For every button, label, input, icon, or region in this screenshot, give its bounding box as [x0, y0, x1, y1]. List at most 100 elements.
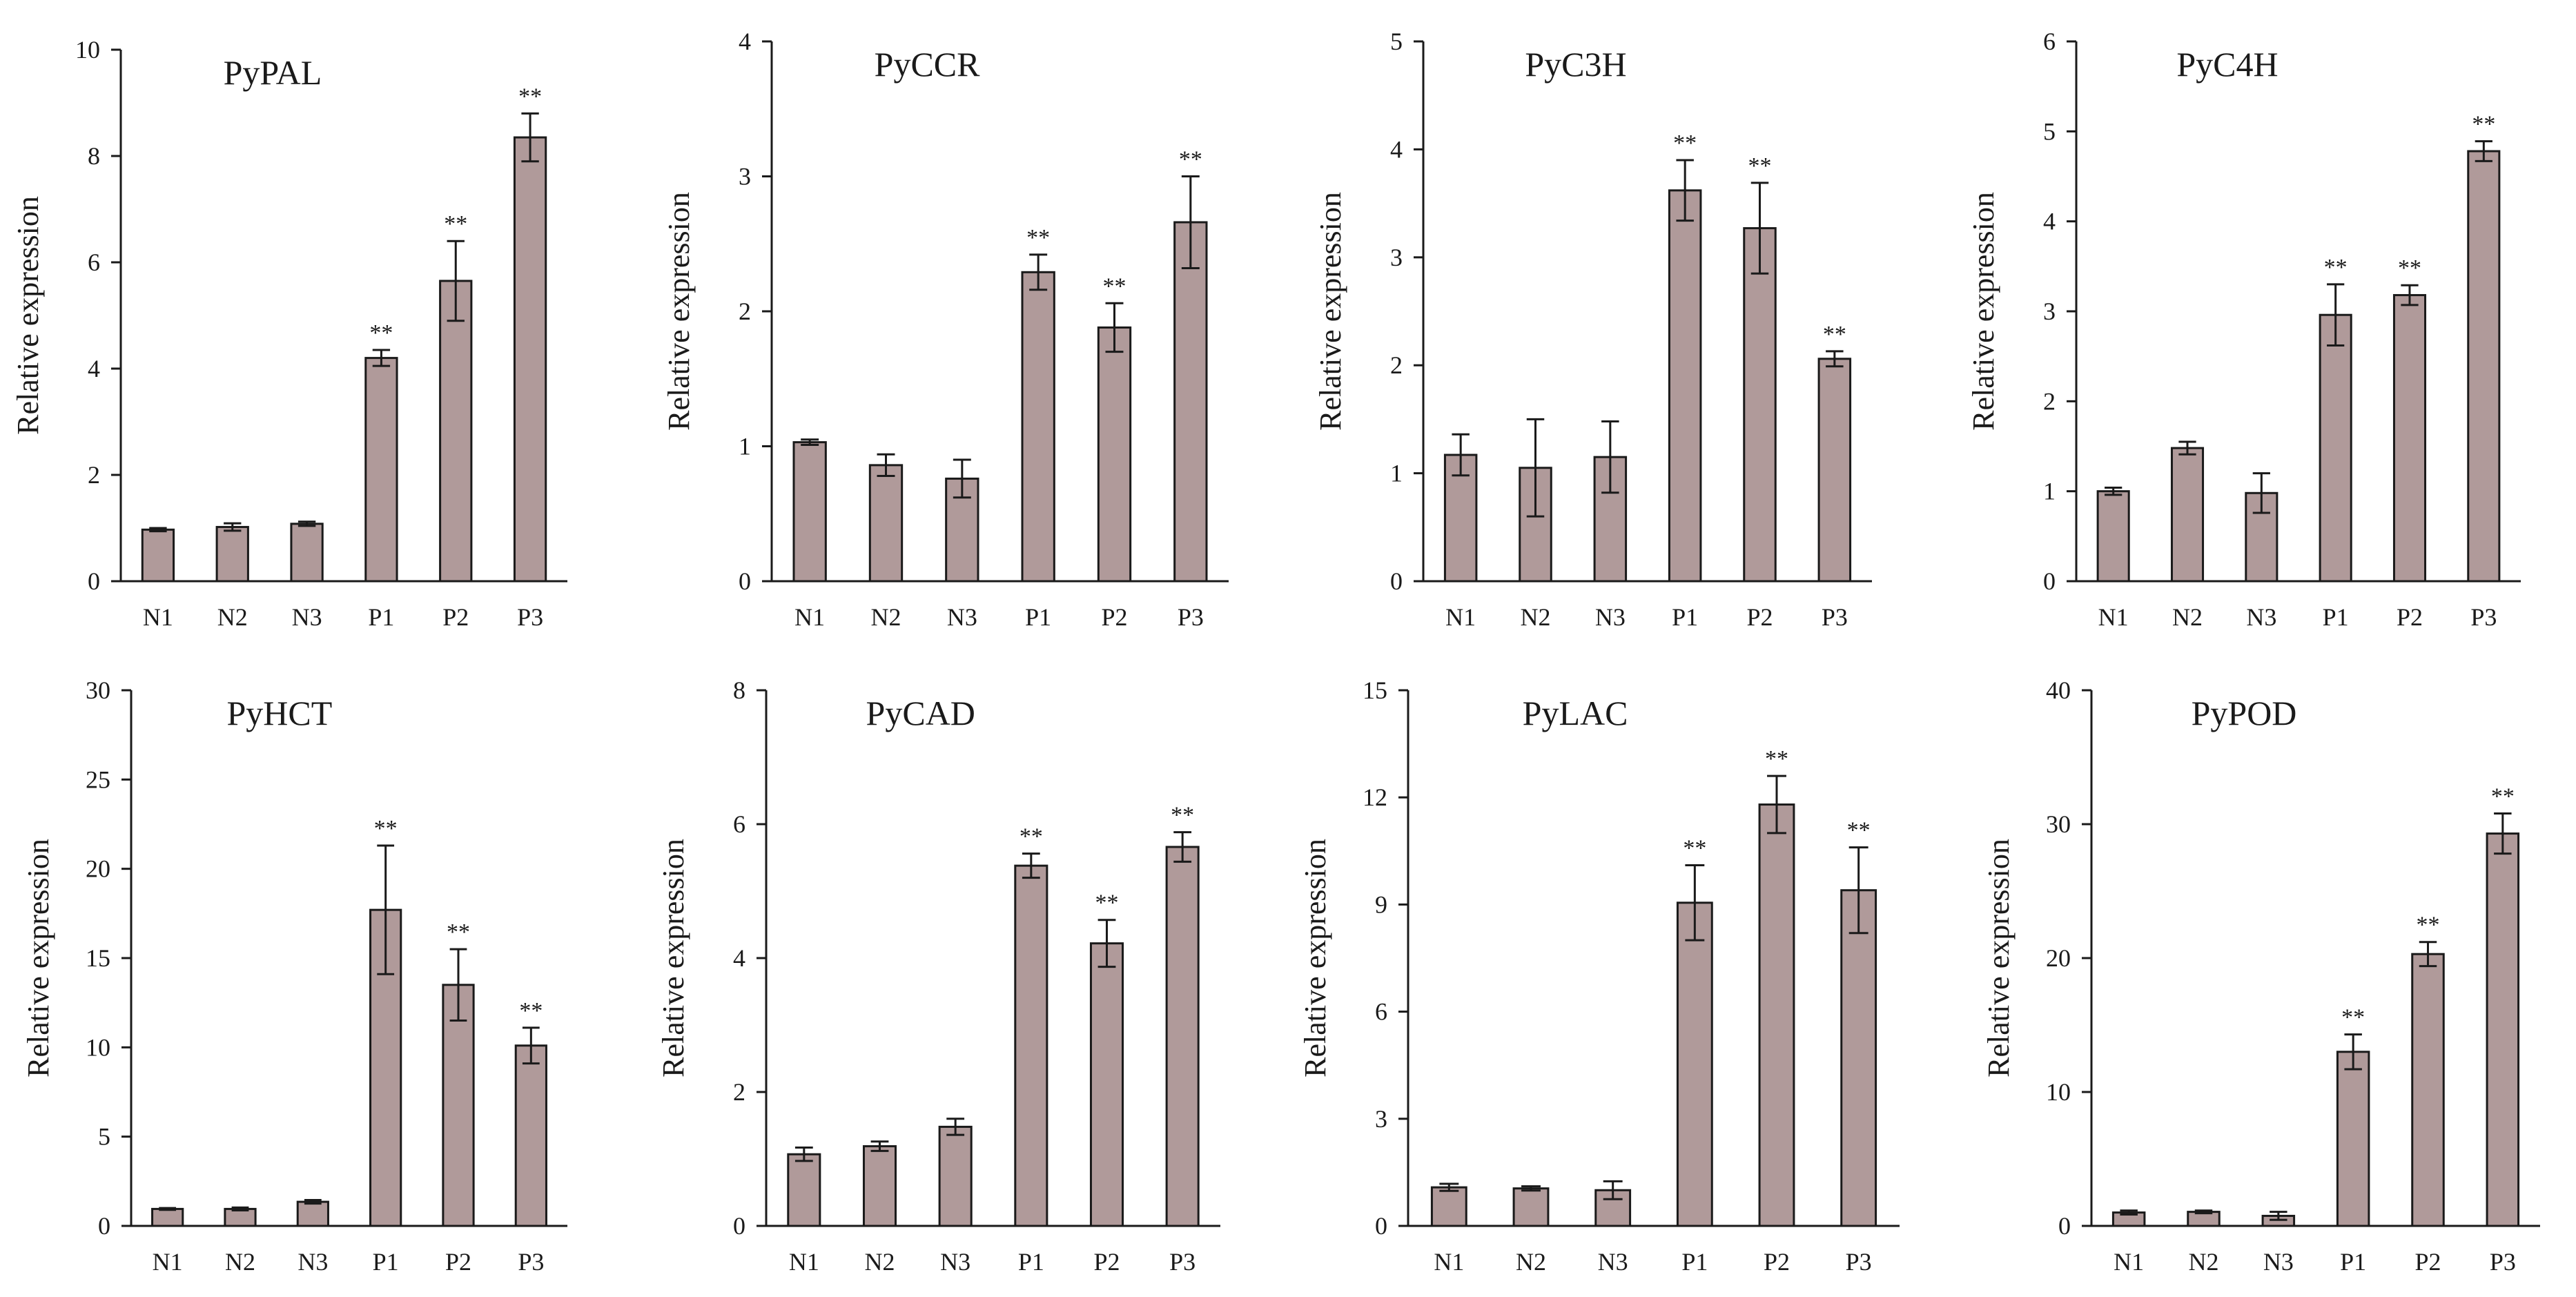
- y-tick-label: 6: [733, 810, 745, 838]
- chart-title: PyCCR: [875, 45, 981, 84]
- x-tick-label: N3: [940, 1248, 970, 1276]
- bar-n2: [215, 525, 249, 583]
- x-tick-label: N3: [297, 1248, 328, 1276]
- y-tick-label: 0: [733, 1212, 745, 1240]
- bar-p2: [442, 984, 475, 1227]
- bar-n2: [224, 1207, 257, 1227]
- bar-n1: [151, 1207, 184, 1227]
- x-tick-label: P2: [1093, 1248, 1120, 1276]
- bar-n2: [1512, 1187, 1550, 1227]
- x-tick-label: P1: [1018, 1248, 1044, 1276]
- y-tick-label: 4: [2043, 208, 2056, 235]
- x-tick-label: P2: [2414, 1248, 2441, 1276]
- chart-title: PyLAC: [1523, 694, 1628, 732]
- significance-marker: **: [518, 84, 542, 109]
- y-tick-label: 3: [2043, 298, 2056, 325]
- y-tick-label: 9: [1375, 890, 1387, 918]
- y-tick-label: 0: [1390, 567, 1403, 595]
- y-tick-label: 4: [88, 355, 100, 382]
- y-tick-label: 2: [2043, 387, 2056, 415]
- x-tick-label: N3: [2263, 1248, 2294, 1276]
- x-tick-label: P3: [2490, 1248, 2516, 1276]
- bar-p2: [1097, 326, 1132, 583]
- x-tick-label: P1: [1681, 1248, 1708, 1276]
- x-tick-label: N2: [217, 603, 248, 631]
- y-tick-label: 4: [733, 944, 745, 972]
- y-axis-label: Relative expression: [656, 839, 690, 1077]
- x-tick-label: P2: [2397, 603, 2423, 631]
- y-tick-label: 30: [2046, 810, 2071, 838]
- significance-marker: **: [374, 816, 398, 841]
- bar-p3: [1165, 846, 1200, 1227]
- x-tick-label: N1: [789, 1248, 819, 1276]
- y-tick-label: 2: [88, 461, 100, 489]
- significance-marker: **: [2324, 255, 2348, 280]
- x-tick-label: P3: [518, 1248, 544, 1276]
- x-tick-label: N2: [865, 1248, 895, 1276]
- x-tick-label: P1: [2323, 603, 2349, 631]
- x-tick-label: N3: [292, 603, 322, 631]
- bar-n3: [296, 1200, 329, 1227]
- bar-p1: [364, 357, 398, 583]
- bar-p3: [2467, 150, 2501, 583]
- bar-p3: [514, 1044, 547, 1227]
- x-tick-label: P3: [1169, 1248, 1196, 1276]
- significance-marker: **: [369, 320, 393, 346]
- chart-panel-pyc4h: 0 1 2 3 4 5 6 PyC4H Relative expression N1 N2 N3 ** P…: [1967, 28, 2521, 631]
- bar-p2: [2392, 294, 2427, 583]
- bar-p3: [1840, 889, 1877, 1227]
- y-tick-label: 10: [75, 36, 100, 64]
- y-tick-label: 3: [1375, 1105, 1387, 1133]
- x-tick-label: P1: [2340, 1248, 2366, 1276]
- bar-p3: [1173, 221, 1208, 583]
- y-tick-label: 2: [739, 298, 751, 325]
- chart-panel-pyc3h: 0 1 2 3 4 5 PyC3H Relative expression N1 N2 N3 ** P1…: [1314, 28, 1872, 631]
- x-tick-label: P2: [442, 603, 469, 631]
- y-tick-label: 25: [86, 765, 110, 793]
- chart-panel-pyhct: 0 5 10 15 20 25 30 PyHCT Relative expression N1 N2…: [21, 676, 567, 1276]
- y-tick-label: 15: [1363, 676, 1387, 704]
- x-tick-label: N3: [1595, 603, 1626, 631]
- x-tick-label: P2: [445, 1248, 471, 1276]
- y-tick-label: 2: [1390, 351, 1403, 379]
- y-tick-label: 8: [88, 142, 100, 170]
- y-tick-label: 1: [739, 433, 751, 460]
- bar-n2: [868, 464, 904, 583]
- bar-p2: [1743, 227, 1777, 583]
- significance-marker: **: [1823, 322, 1846, 347]
- significance-marker: **: [2417, 913, 2440, 938]
- bar-n1: [2096, 490, 2130, 583]
- x-tick-label: N1: [153, 1248, 183, 1276]
- chart-panel-pycad: 0 2 4 6 8 PyCAD Relative expression N1 N2 N3 ** P1 *…: [656, 676, 1220, 1276]
- x-tick-label: N2: [1516, 1248, 1546, 1276]
- y-tick-label: 20: [2046, 944, 2071, 972]
- chart-panel-pypod: 0 10 20 30 40 PyPOD Relative expression N1 N2 N3 *…: [1982, 676, 2540, 1276]
- y-tick-label: 30: [86, 676, 110, 704]
- y-tick-label: 0: [739, 567, 751, 595]
- bar-n1: [792, 441, 827, 583]
- significance-marker: **: [2398, 255, 2421, 281]
- significance-marker: **: [1765, 746, 1788, 772]
- chart-title: PyPOD: [2192, 694, 2297, 732]
- chart-panel-pylac: 0 3 6 9 12 15 PyLAC Relative expression N1 N2 N3 **…: [1298, 676, 1900, 1276]
- bar-p1: [1668, 189, 1702, 583]
- y-axis-label: Relative expression: [662, 192, 696, 431]
- y-axis-label: Relative expression: [11, 196, 45, 435]
- bar-p2: [1758, 803, 1795, 1227]
- significance-marker: **: [1748, 153, 1772, 179]
- chart-title: PyPAL: [224, 53, 322, 92]
- x-tick-label: N2: [225, 1248, 255, 1276]
- y-tick-label: 40: [2046, 676, 2071, 704]
- y-tick-label: 1: [1390, 460, 1403, 487]
- y-tick-label: 5: [98, 1123, 110, 1151]
- x-tick-label: P3: [517, 603, 543, 631]
- significance-marker: **: [1095, 890, 1119, 916]
- bar-p1: [1676, 901, 1713, 1227]
- bar-n1: [787, 1153, 821, 1227]
- significance-marker: **: [519, 998, 543, 1024]
- y-tick-label: 4: [1390, 135, 1403, 163]
- bar-p1: [1014, 864, 1048, 1227]
- y-axis-label: Relative expression: [21, 839, 55, 1077]
- x-tick-label: P1: [373, 1248, 399, 1276]
